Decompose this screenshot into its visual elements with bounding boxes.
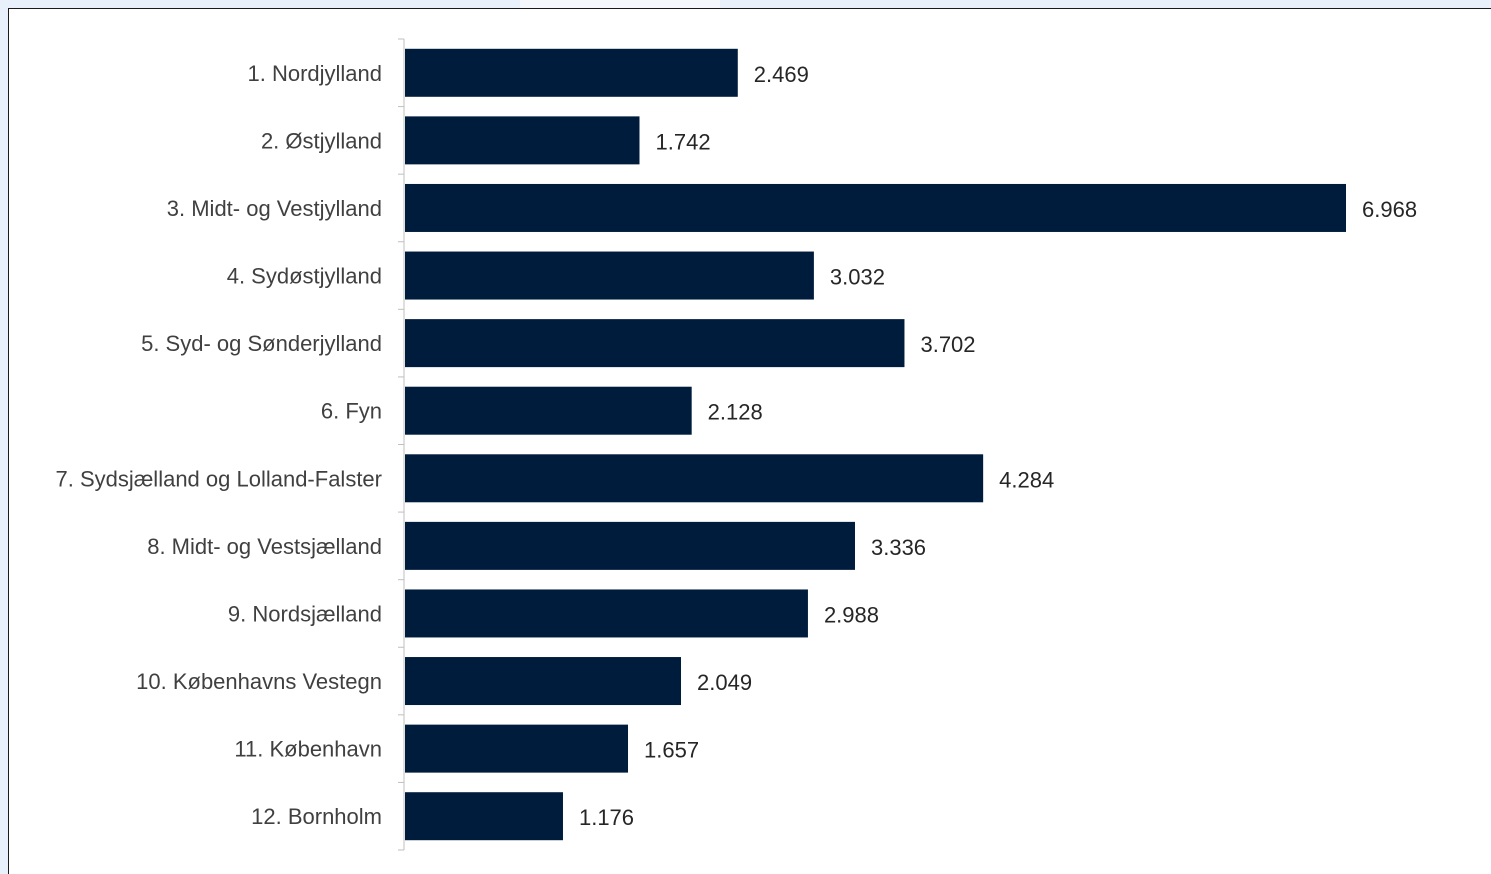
- category-label: 4. Sydøstjylland: [227, 264, 382, 289]
- data-label: 3.702: [920, 332, 975, 357]
- category-label: 1. Nordjylland: [247, 61, 382, 86]
- bar: [405, 183, 1346, 232]
- data-label: 1.742: [656, 129, 711, 154]
- data-label: 4.284: [999, 467, 1054, 492]
- data-label: 3.032: [830, 265, 885, 290]
- category-label: 7. Sydsjælland og Lolland-Falster: [55, 466, 382, 491]
- chart-frame: [8, 8, 1491, 874]
- data-label: 6.968: [1362, 197, 1417, 222]
- data-label: 2.988: [824, 602, 879, 627]
- bar: [405, 724, 629, 773]
- category-label: 9. Nordsjælland: [228, 601, 382, 626]
- bar: [405, 319, 905, 368]
- bar: [405, 589, 808, 638]
- data-label: 3.336: [871, 535, 926, 560]
- bar: [405, 454, 984, 503]
- bar: [405, 116, 640, 165]
- category-label: 3. Midt- og Vestjylland: [167, 196, 382, 221]
- bar: [405, 386, 692, 435]
- bar: [405, 251, 814, 300]
- data-label: 2.128: [708, 400, 763, 425]
- category-label: 2. Østjylland: [261, 128, 382, 153]
- category-label: 6. Fyn: [321, 399, 382, 424]
- data-label: 2.469: [754, 62, 809, 87]
- data-label: 1.176: [579, 805, 634, 830]
- category-label: 10. Københavns Vestegn: [136, 669, 382, 694]
- bar: [405, 48, 738, 97]
- category-label: 12. Bornholm: [251, 804, 382, 829]
- category-label: 5. Syd- og Sønderjylland: [141, 331, 382, 356]
- category-label: 11. København: [234, 737, 382, 762]
- background-highlight: [520, 0, 720, 8]
- data-label: 1.657: [644, 738, 699, 763]
- bar: [405, 521, 855, 570]
- bar: [405, 792, 563, 841]
- data-label: 2.049: [697, 670, 752, 695]
- bar: [405, 657, 682, 706]
- category-label: 8. Midt- og Vestsjælland: [147, 534, 382, 559]
